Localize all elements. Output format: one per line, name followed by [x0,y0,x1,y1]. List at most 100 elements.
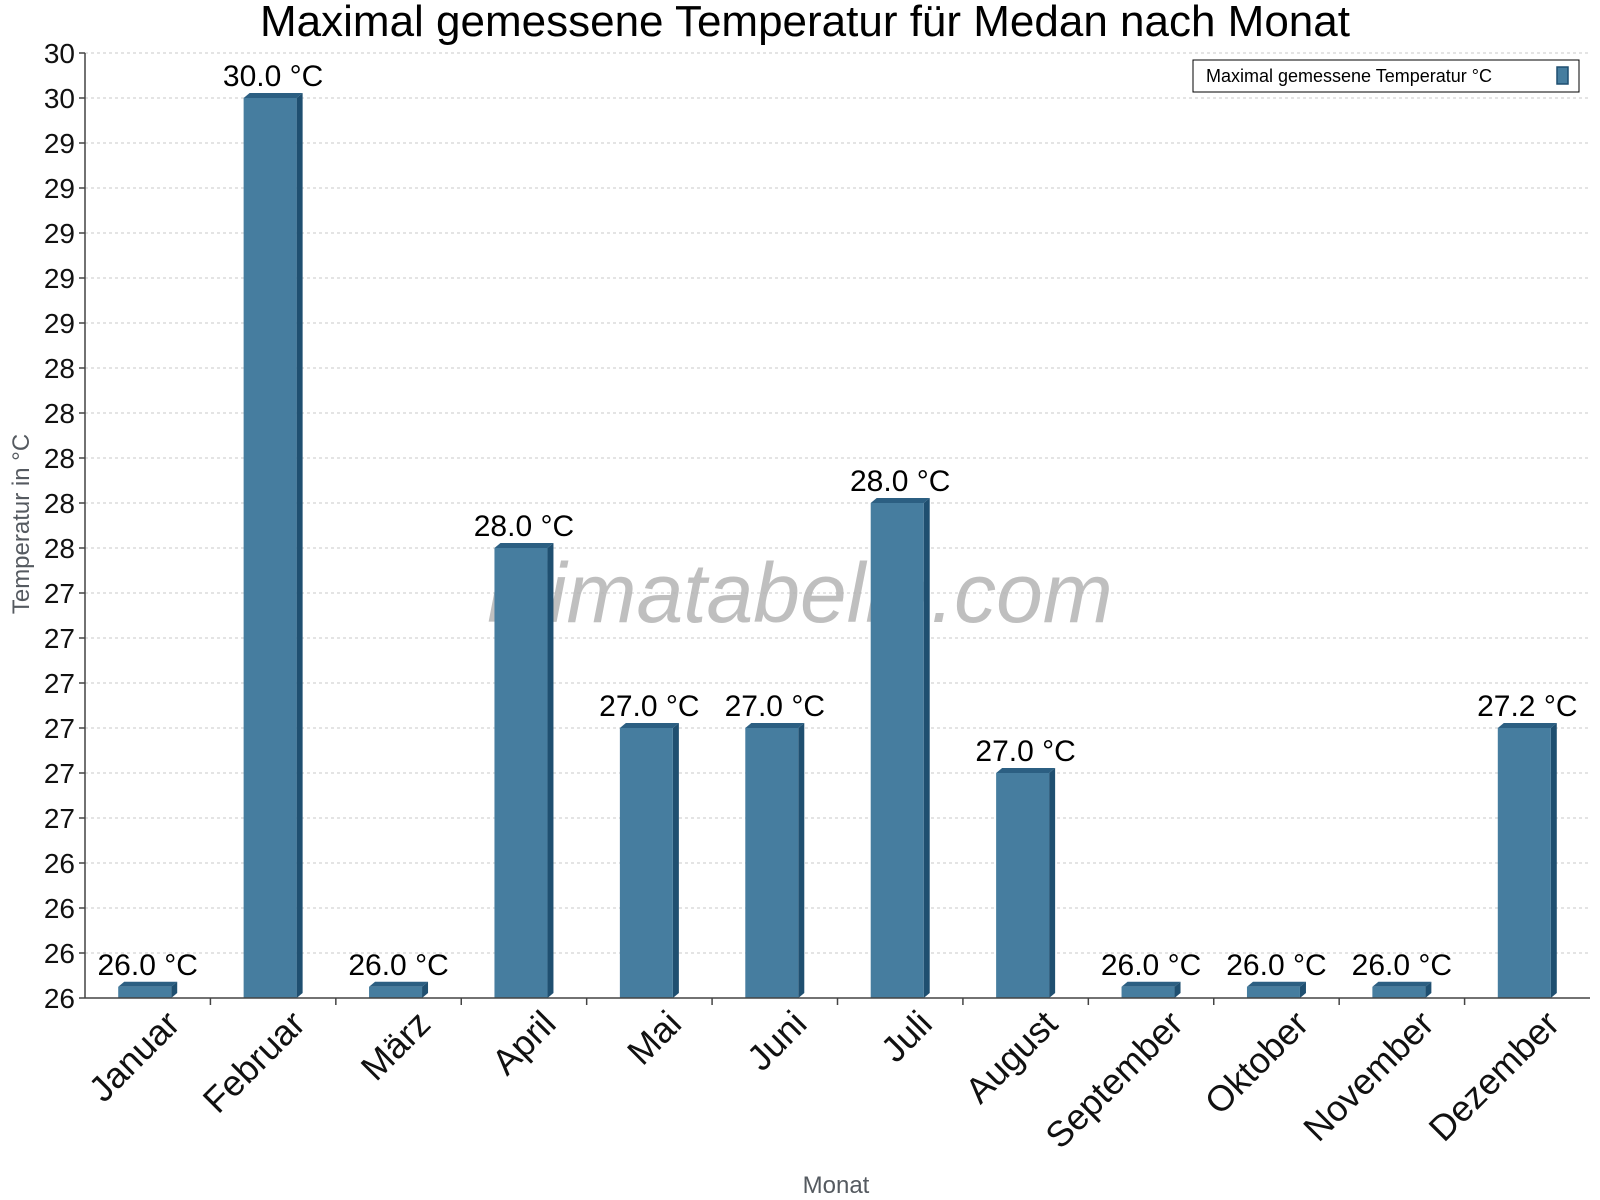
y-tick-label: 28 [44,443,75,474]
y-tick-label: 27 [44,578,75,609]
y-tick-label: 29 [44,308,75,339]
bar-side [1174,981,1181,998]
y-tick-label: 28 [44,533,75,564]
watermark: klimatabelle.com [487,546,1113,640]
y-tick-label: 30 [44,83,75,114]
data-labels: 26.0 °C 30.0 °C 26.0 °C 28.0 °C 27.0 °C 27.0 … [98,60,1578,982]
bar-side [923,498,930,998]
y-tick-label: 26 [44,893,75,924]
bar-side [672,723,679,998]
y-tick-label: 28 [44,353,75,384]
y-tick-label: 29 [44,218,75,249]
y-tick-label: 27 [44,668,75,699]
bar-top [745,723,805,728]
bar-november [1372,981,1432,998]
bar-top [118,981,178,987]
x-tick-label: Dezember [1421,1003,1567,1149]
bar-side [547,543,554,998]
y-tick-label: 27 [44,713,75,744]
bar-face [996,773,1050,998]
y-tick-label: 29 [44,263,75,294]
bar-top [243,93,303,98]
y-axis-label: Temperatur in °C [8,434,35,614]
bar-side [171,981,178,998]
data-label: 27.0 °C [975,735,1075,768]
bar-face [494,548,548,998]
bar-face [1246,986,1300,998]
x-tick-label: September [1037,1003,1191,1157]
bar-märz [369,981,429,998]
bar-face [745,728,799,998]
data-label: 26.0 °C [1352,949,1452,982]
x-tick-labels: Januar Februar März April Mai Juni Juli AugustS… [81,1003,1567,1157]
bar-face [1497,728,1551,998]
bar-top [369,981,429,987]
bars [118,93,1557,998]
x-tick-label: Oktober [1197,1003,1317,1123]
legend-swatch [1556,66,1569,85]
x-tick-label: März [353,1003,439,1089]
bar-top [870,498,930,503]
bar-september [1121,981,1181,998]
legend-box [1192,59,1580,93]
data-label: 26.0 °C [348,949,448,982]
y-tick-label: 28 [44,398,75,429]
x-tick-label: April [484,1003,564,1083]
x-tick-label: August [957,1003,1065,1111]
bar-top [996,768,1056,773]
x-tick-label: Mai [619,1003,689,1073]
chart-title: Maximal gemessene Temperatur für Medan n… [260,0,1350,46]
data-label: 28.0 °C [850,465,950,498]
x-tick-label: Juli [873,1003,940,1070]
y-tick-label: 29 [44,173,75,204]
bar-top [1372,981,1432,987]
bar-side [422,981,429,998]
bar-side [1299,981,1306,998]
bar-top [1121,981,1181,987]
bar-face [369,986,423,998]
legend-label: Maximal gemessene Temperatur °C [1206,66,1492,86]
data-label: 27.2 °C [1477,690,1577,723]
legend: Maximal gemessene Temperatur °C [1192,59,1580,93]
data-label: 26.0 °C [1101,949,1201,982]
bar-side [1425,981,1432,998]
y-tick-label: 30 [44,38,75,69]
bar-dezember [1497,723,1557,998]
bar-face [1372,986,1426,998]
bar-face [118,986,172,998]
y-tick-labels: 26 26 26 26 27 27 27 27 27 27 28 28 28 28 28 29 29 29 29 29… [44,38,75,1014]
y-tick-label: 27 [44,803,75,834]
y-tick-label: 26 [44,983,75,1014]
y-tick-label: 28 [44,488,75,519]
bar-side [1049,768,1056,998]
x-tick-label: Januar [81,1003,188,1110]
axes [79,52,1590,1005]
data-label: 26.0 °C [1226,949,1326,982]
data-label: 28.0 °C [474,510,574,543]
bar-side [1550,723,1557,998]
bar-side [798,723,805,998]
data-label: 26.0 °C [98,949,198,982]
x-tick-label: Juni [739,1003,815,1079]
bar-mai [619,723,679,998]
bar-top [494,543,554,548]
y-tick-label: 27 [44,758,75,789]
bar-februar [243,93,303,998]
bar-top [1246,981,1306,987]
data-label: 27.0 °C [725,690,825,723]
bar-juni [745,723,805,998]
bar-face [619,728,673,998]
grid-lines [85,52,1590,999]
bar-face [243,98,297,998]
bar-face [870,503,924,998]
x-tick-label: November [1295,1003,1441,1149]
bar-august [996,768,1056,998]
bar-juli [870,498,930,998]
bar-face [1121,986,1175,998]
y-tick-label: 26 [44,848,75,879]
y-tick-label: 27 [44,623,75,654]
y-tick-label: 29 [44,128,75,159]
bar-side [296,93,303,998]
data-label: 27.0 °C [599,690,699,723]
